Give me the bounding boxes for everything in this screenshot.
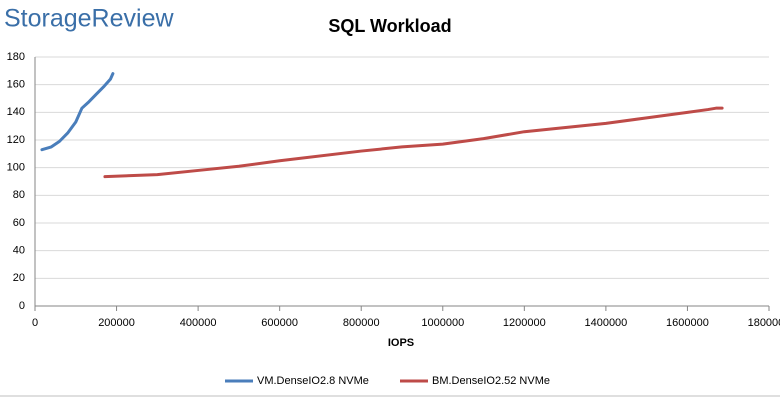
x-axis-label: IOPS [388, 337, 414, 349]
y-tick-label: 160 [7, 79, 25, 91]
y-tick-label: 120 [7, 134, 25, 146]
x-tick-label: 800000 [343, 317, 380, 329]
x-tick-label: 600000 [261, 317, 298, 329]
y-tick-label: 20 [13, 272, 25, 284]
x-tick-label: 0 [32, 317, 38, 329]
y-tick-label: 0 [19, 300, 25, 312]
logo: StorageReview [4, 5, 174, 33]
y-tick-label: 100 [7, 162, 25, 174]
x-tick-label: 1800000 [748, 317, 780, 329]
y-tick-label: 80 [13, 189, 25, 201]
series-line [103, 106, 724, 179]
x-tick-label: 1000000 [421, 317, 464, 329]
series-line [40, 72, 115, 152]
x-tick-label: 1400000 [584, 317, 627, 329]
y-tick-label: 140 [7, 106, 25, 118]
y-tick-label: 60 [13, 217, 25, 229]
x-tick-label: 1200000 [503, 317, 546, 329]
legend-label: BM.DenseIO2.52 NVMe [432, 375, 550, 387]
legend-label: VM.DenseIO2.8 NVMe [257, 375, 369, 387]
x-tick-label: 400000 [180, 317, 217, 329]
x-tick-label: 200000 [98, 317, 135, 329]
y-tick-label: 180 [7, 51, 25, 63]
y-tick-label: 40 [13, 245, 25, 257]
chart-title: SQL Workload [328, 16, 451, 36]
x-tick-label: 1600000 [666, 317, 709, 329]
